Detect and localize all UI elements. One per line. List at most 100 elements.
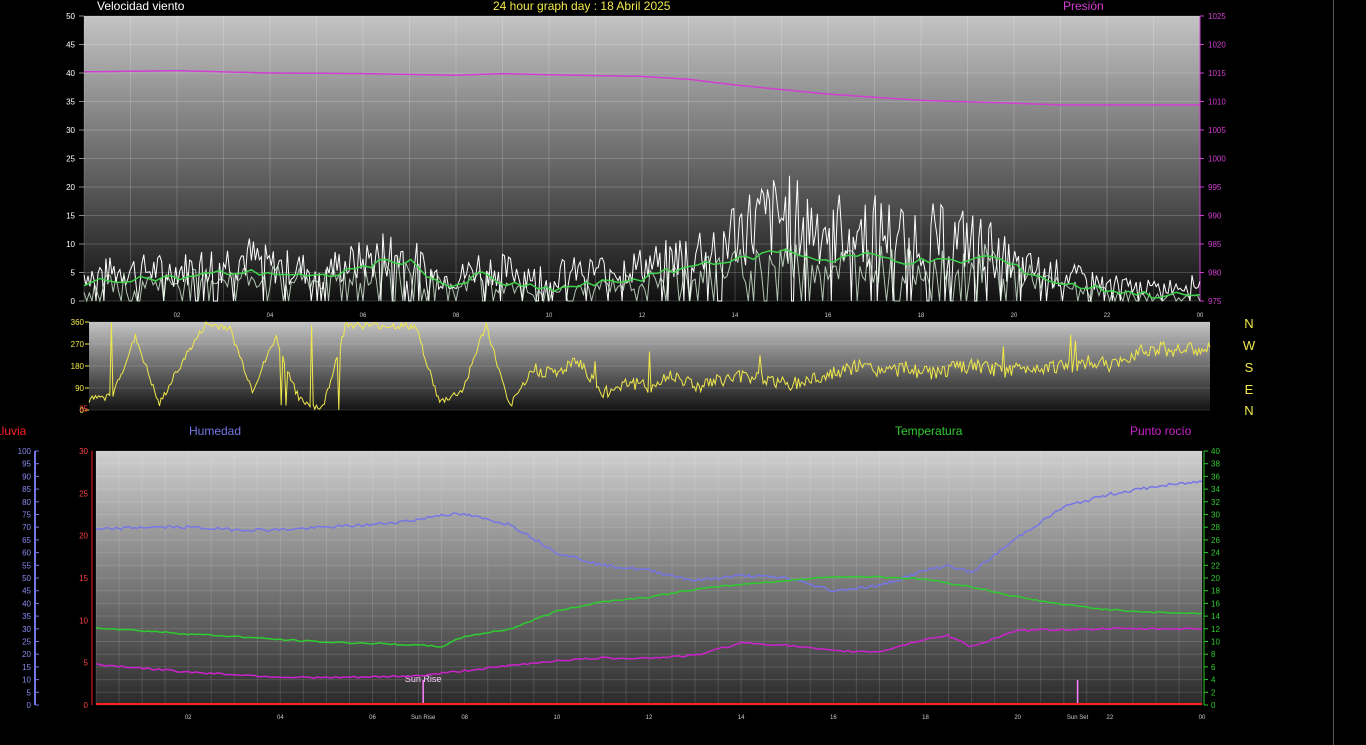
humidity-tick-label: 70: [22, 523, 31, 532]
wind-left-tick-label: 30: [66, 126, 75, 135]
wind-left-tick-label: 10: [66, 240, 75, 249]
humidity-tick-label: 90: [22, 472, 31, 481]
wind-x-tick-label: 10: [546, 313, 553, 319]
temperature-tick-label: 6: [1211, 663, 1216, 672]
pressure-right-tick-label: 975: [1208, 297, 1222, 306]
wind-x-tick-label: 16: [825, 313, 832, 319]
temperature-tick-label: 20: [1211, 574, 1220, 583]
temperature-tick-label: 30: [1211, 511, 1220, 520]
temperature-tick-label: 14: [1211, 612, 1220, 621]
dewpoint-title: Punto rocío: [1130, 424, 1192, 438]
rain-tick-label: 15: [79, 574, 88, 583]
temp-x-tick-label: 16: [830, 715, 837, 721]
temperature-tick-label: 40: [1211, 447, 1220, 456]
humidity-title: Humedad: [189, 424, 242, 438]
temp-x-tick-label: 00: [1199, 715, 1206, 721]
humidity-tick-label: 30: [22, 625, 31, 634]
wind-x-tick-label: 00: [1197, 313, 1204, 319]
wind-x-tick-label: 06: [360, 313, 367, 319]
temperature-tick-label: 28: [1211, 523, 1220, 532]
wind-x-tick-label: 18: [918, 313, 925, 319]
right-border: [1333, 0, 1334, 745]
temperature-tick-label: 16: [1211, 599, 1220, 608]
rain-tick-label: 0: [84, 701, 89, 710]
pressure-line: [83, 69, 1200, 106]
temp-x-tick-label: 06: [369, 715, 376, 721]
wind-left-tick-label: 45: [66, 41, 75, 50]
sunrise-label: Sun Rise: [405, 674, 442, 684]
temp-x-tick-label: 08: [461, 715, 468, 721]
rain-tick-label: 25: [79, 489, 88, 498]
pressure-right-tick-label: 995: [1208, 183, 1222, 192]
temp-x-tick-label: 22: [1106, 715, 1113, 721]
wind-x-tick-label: 14: [732, 313, 739, 319]
temperature-tick-label: 26: [1211, 536, 1220, 545]
temperature-tick-label: 4: [1211, 676, 1216, 685]
rain-title: Lluvia: [0, 424, 27, 438]
temperature-line: [95, 575, 1203, 648]
date-title: 24 hour graph day : 18 Abril 2025: [493, 0, 671, 13]
pressure-right-tick-label: 1015: [1208, 69, 1226, 78]
wind-left-tick-label: 0: [71, 297, 76, 306]
wind-speed-line: [83, 175, 1201, 302]
temperature-tick-label: 18: [1211, 587, 1220, 596]
humidity-tick-label: 60: [22, 549, 31, 558]
temp-x-tick-label: 12: [646, 715, 653, 721]
pressure-right-tick-label: 1005: [1208, 126, 1226, 135]
humidity-tick-label: 75: [22, 511, 31, 520]
dewpoint-line: [95, 627, 1203, 680]
humidity-tick-label: 95: [22, 460, 31, 469]
pressure-right-tick-label: 985: [1208, 240, 1222, 249]
humidity-tick-label: 80: [22, 498, 31, 507]
humidity-line: [96, 480, 1202, 592]
temp-x-tick-label: 04: [277, 715, 284, 721]
humidity-tick-label: 55: [22, 561, 31, 570]
temp-x-tick-label: 18: [922, 715, 929, 721]
wind-left-tick-label: 20: [66, 183, 75, 192]
temperature-tick-label: 2: [1211, 688, 1216, 697]
wind-x-tick-label: 22: [1104, 313, 1111, 319]
wind-x-tick-label: 04: [267, 313, 274, 319]
compass-label-n-bottom: N: [1244, 403, 1254, 418]
rain-tick-label: 20: [79, 532, 88, 541]
wind-x-tick-label: 20: [1011, 313, 1018, 319]
wind-left-tick-label: 35: [66, 98, 75, 107]
temperature-tick-label: 12: [1211, 625, 1220, 634]
compass-label-s: S: [1244, 360, 1254, 375]
wind-average-line: [83, 248, 1201, 299]
compass-label-e: E: [1244, 382, 1254, 397]
temperature-tick-label: 24: [1211, 549, 1220, 558]
wind-left-tick-label: 50: [66, 12, 75, 21]
temp-x-tick-label: Sun Rise: [411, 715, 436, 721]
pressure-title: Presión: [1063, 0, 1104, 13]
humidity-tick-label: 45: [22, 587, 31, 596]
wind-x-tick-label: 02: [174, 313, 181, 319]
humidity-tick-label: 85: [22, 485, 31, 494]
direction-tick-label: 180: [71, 362, 85, 371]
wind-x-tick-label: 08: [453, 313, 460, 319]
temperature-tick-label: 36: [1211, 472, 1220, 481]
wind-x-tick-label: 12: [639, 313, 646, 319]
humidity-tick-label: 50: [22, 574, 31, 583]
temp-x-tick-label: 10: [553, 715, 560, 721]
humidity-tick-label: 0: [27, 701, 32, 710]
rain-tick-label: 5: [84, 659, 89, 668]
temperature-tick-label: 34: [1211, 485, 1220, 494]
compass-label-w: W: [1242, 338, 1256, 353]
pressure-right-tick-label: 990: [1208, 212, 1222, 221]
temp-x-tick-label: 02: [185, 715, 192, 721]
direction-tick-label: 90: [75, 384, 84, 393]
wind-left-tick-label: 40: [66, 69, 75, 78]
pressure-right-tick-label: 1000: [1208, 155, 1226, 164]
temperature-tick-label: 10: [1211, 638, 1220, 647]
humidity-tick-label: 5: [27, 688, 32, 697]
temperature-title: Temperatura: [895, 424, 963, 438]
humidity-tick-label: 35: [22, 612, 31, 621]
humidity-tick-label: 25: [22, 638, 31, 647]
humidity-tick-label: 40: [22, 599, 31, 608]
pressure-right-tick-label: 1025: [1208, 12, 1226, 21]
humidity-tick-label: 10: [22, 676, 31, 685]
temperature-tick-label: 38: [1211, 460, 1220, 469]
pressure-right-tick-label: 1010: [1208, 98, 1226, 107]
